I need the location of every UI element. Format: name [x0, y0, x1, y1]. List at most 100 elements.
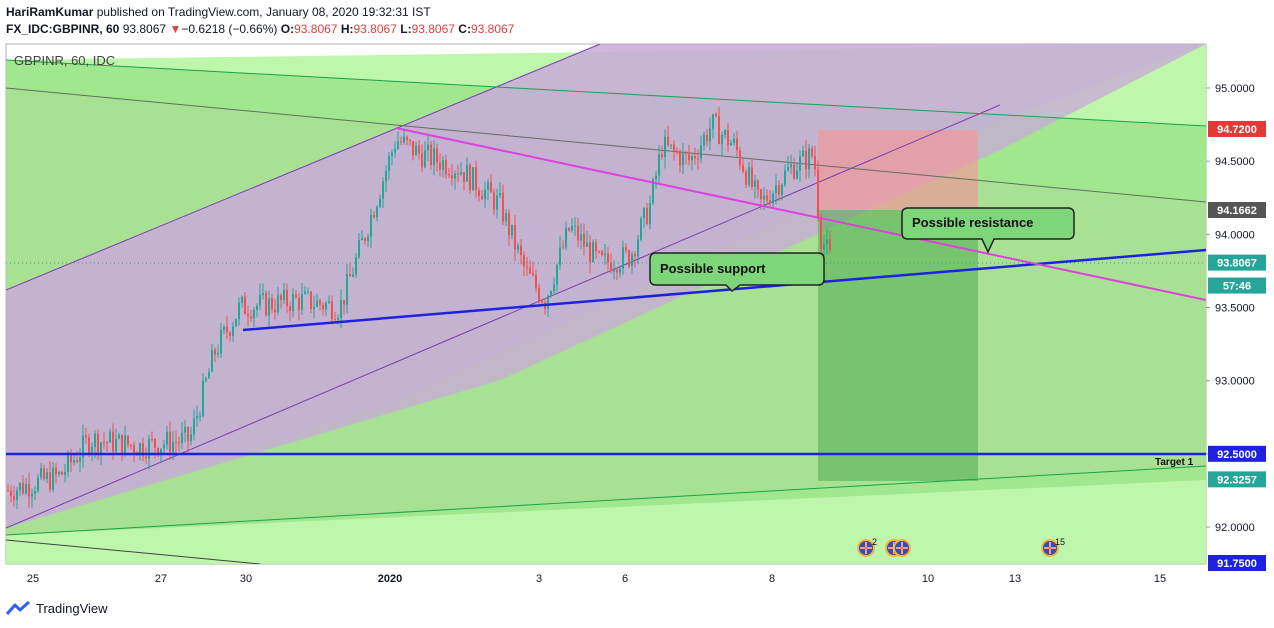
candle-body [499, 192, 501, 196]
svg-text:92.5000: 92.5000 [1217, 449, 1257, 461]
candle-body [376, 206, 378, 218]
candle-body [586, 242, 588, 247]
candle-body [613, 269, 615, 272]
footer[interactable]: TradingView [6, 600, 108, 616]
candle-body [88, 437, 90, 453]
candles-layer [7, 106, 831, 509]
candle-body [802, 150, 804, 157]
candle-body [151, 438, 153, 440]
candle-body [241, 296, 243, 303]
price-axis[interactable]: 95.0000 94.5000 94.0000 93.5000 93.0000 92.50… [1206, 44, 1274, 571]
watermark-label: GBPINR, 60, IDC [14, 53, 115, 68]
green-lower-line [6, 465, 1206, 536]
candle-body [631, 253, 633, 267]
candle-body [436, 148, 438, 163]
candle-body [514, 224, 516, 250]
candle-body [268, 298, 270, 316]
candle-body [13, 496, 15, 500]
candle-body [610, 262, 612, 272]
candle-body [475, 167, 477, 191]
candle-body [430, 144, 432, 166]
change-value: −0.6218 (−0.66%) [181, 22, 278, 36]
candle-body [172, 441, 174, 453]
support-callout-text: Possible support [660, 261, 766, 276]
event-badge[interactable] [885, 539, 911, 557]
support-callout[interactable]: Possible support [649, 252, 825, 292]
candle-body [307, 291, 309, 293]
candle-body [589, 242, 591, 263]
candle-body [190, 434, 192, 442]
candle-body [478, 190, 480, 196]
candle-body [457, 173, 459, 175]
candle-body [649, 202, 651, 225]
candle-body [547, 295, 549, 309]
down-arrow-icon: ▼ [169, 22, 182, 36]
candle-body [799, 156, 801, 171]
event-badge-count: 15 [1055, 537, 1065, 547]
price-tick-label: 93.0000 [1215, 376, 1255, 388]
candle-body [301, 293, 303, 310]
candle-body [352, 274, 354, 277]
candle-body [529, 267, 531, 274]
candle-body [583, 233, 585, 247]
candle-body [451, 175, 453, 179]
candle-body [67, 454, 69, 472]
candle-body [760, 189, 762, 200]
candle-body [757, 180, 759, 190]
candle-body [778, 185, 780, 195]
resistance-callout[interactable]: Possible resistance [901, 207, 1075, 254]
candle-body [157, 448, 159, 455]
time-tick-label: 6 [622, 573, 628, 585]
rising-channel-inner [6, 44, 1206, 528]
candle-body [727, 130, 729, 146]
candle-body [286, 289, 288, 307]
event-badge[interactable]: 15 [1041, 537, 1065, 557]
candle-body [94, 433, 96, 447]
candle-body [433, 148, 435, 166]
candle-body [43, 468, 45, 480]
candle-body [64, 471, 66, 475]
event-badge[interactable]: 2 [857, 537, 877, 557]
candle-body [193, 418, 195, 435]
candle-body [487, 182, 489, 190]
candle-body [103, 442, 105, 444]
candle-body [109, 431, 111, 443]
candle-body [754, 180, 756, 187]
candle-body [748, 167, 750, 185]
svg-text:93.8067: 93.8067 [1217, 258, 1257, 270]
candle-body [502, 192, 504, 222]
candle-body [559, 247, 561, 265]
symbol-label[interactable]: FX_IDC:GBPINR, 60 [6, 22, 120, 36]
candle-body [382, 181, 384, 199]
candle-body [388, 156, 390, 171]
price-tag: 94.7200 [1208, 120, 1266, 137]
last-price: 93.8067 [122, 22, 167, 36]
candle-body [340, 300, 342, 318]
candle-body [553, 284, 555, 292]
candle-body [526, 266, 528, 268]
stop-zone [818, 130, 978, 210]
candle-body [541, 300, 543, 303]
candle-body [646, 207, 648, 225]
candle-body [661, 154, 663, 158]
candle-body [676, 150, 678, 153]
candle-body [280, 295, 282, 301]
candle-body [112, 431, 114, 452]
author-name[interactable]: HariRamKumar [6, 5, 94, 19]
candle-body [604, 253, 606, 256]
price-tag: 92.5000 [1208, 445, 1266, 462]
svg-text:94.7200: 94.7200 [1217, 124, 1257, 136]
candle-body [328, 301, 330, 304]
candle-body [718, 115, 720, 145]
candle-body [496, 195, 498, 210]
candle-body [178, 442, 180, 444]
candle-body [313, 306, 315, 309]
candle-body [784, 170, 786, 185]
candle-body [826, 239, 828, 245]
price-tag: 92.3257 [1208, 471, 1266, 488]
candle-body [463, 172, 465, 182]
target-zone [818, 210, 978, 481]
time-axis[interactable]: 25 27 30 2020 3 6 8 10 13 15 [6, 565, 1206, 589]
candle-body [127, 435, 129, 445]
